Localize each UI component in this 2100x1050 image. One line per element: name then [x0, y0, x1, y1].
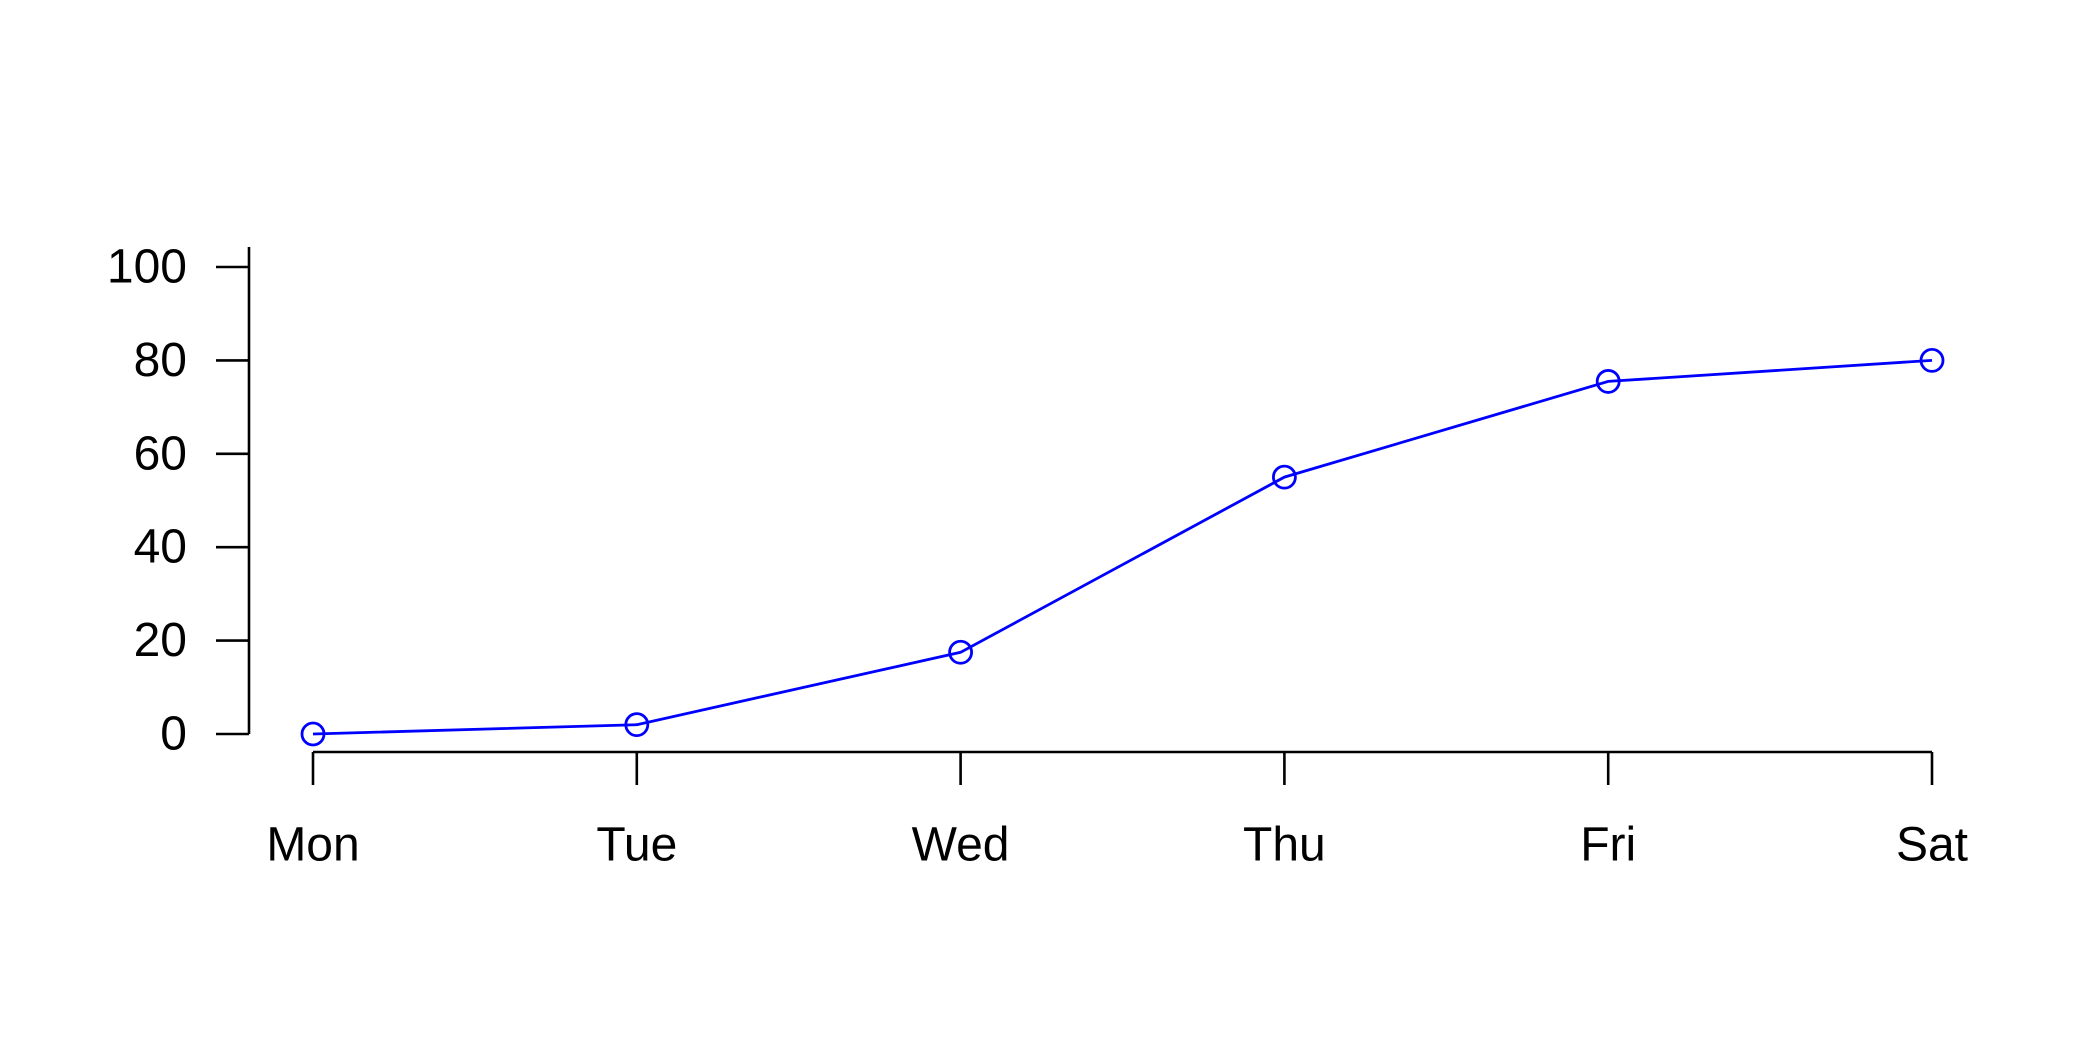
- series-line: [312, 359, 1933, 736]
- y-axis: 0 20 40 60 80 100: [107, 241, 251, 761]
- data-point: [624, 712, 650, 738]
- y-tick-label: 100: [107, 241, 187, 294]
- y-tick-label: 80: [134, 334, 187, 387]
- plot-series: [300, 347, 1945, 747]
- data-point: [1595, 369, 1621, 394]
- data-point: [1272, 464, 1297, 490]
- y-tick-label: 0: [160, 708, 187, 761]
- x-axis: Mon Tue Wed Thu Fri Sat: [266, 750, 1968, 872]
- y-tick-label: 40: [134, 521, 187, 574]
- data-point: [948, 639, 973, 665]
- data-point: [300, 721, 326, 747]
- y-tick-label: 60: [134, 427, 187, 480]
- x-tick-label: Sat: [1896, 819, 1968, 872]
- x-tick-label: Mon: [266, 819, 359, 872]
- y-tick-label: 20: [134, 614, 187, 667]
- x-tick-label: Thu: [1243, 819, 1326, 872]
- x-tick-label: Wed: [912, 819, 1010, 872]
- x-tick-label: Fri: [1580, 819, 1636, 872]
- x-tick-label: Tue: [596, 819, 677, 872]
- data-point: [1919, 347, 1945, 373]
